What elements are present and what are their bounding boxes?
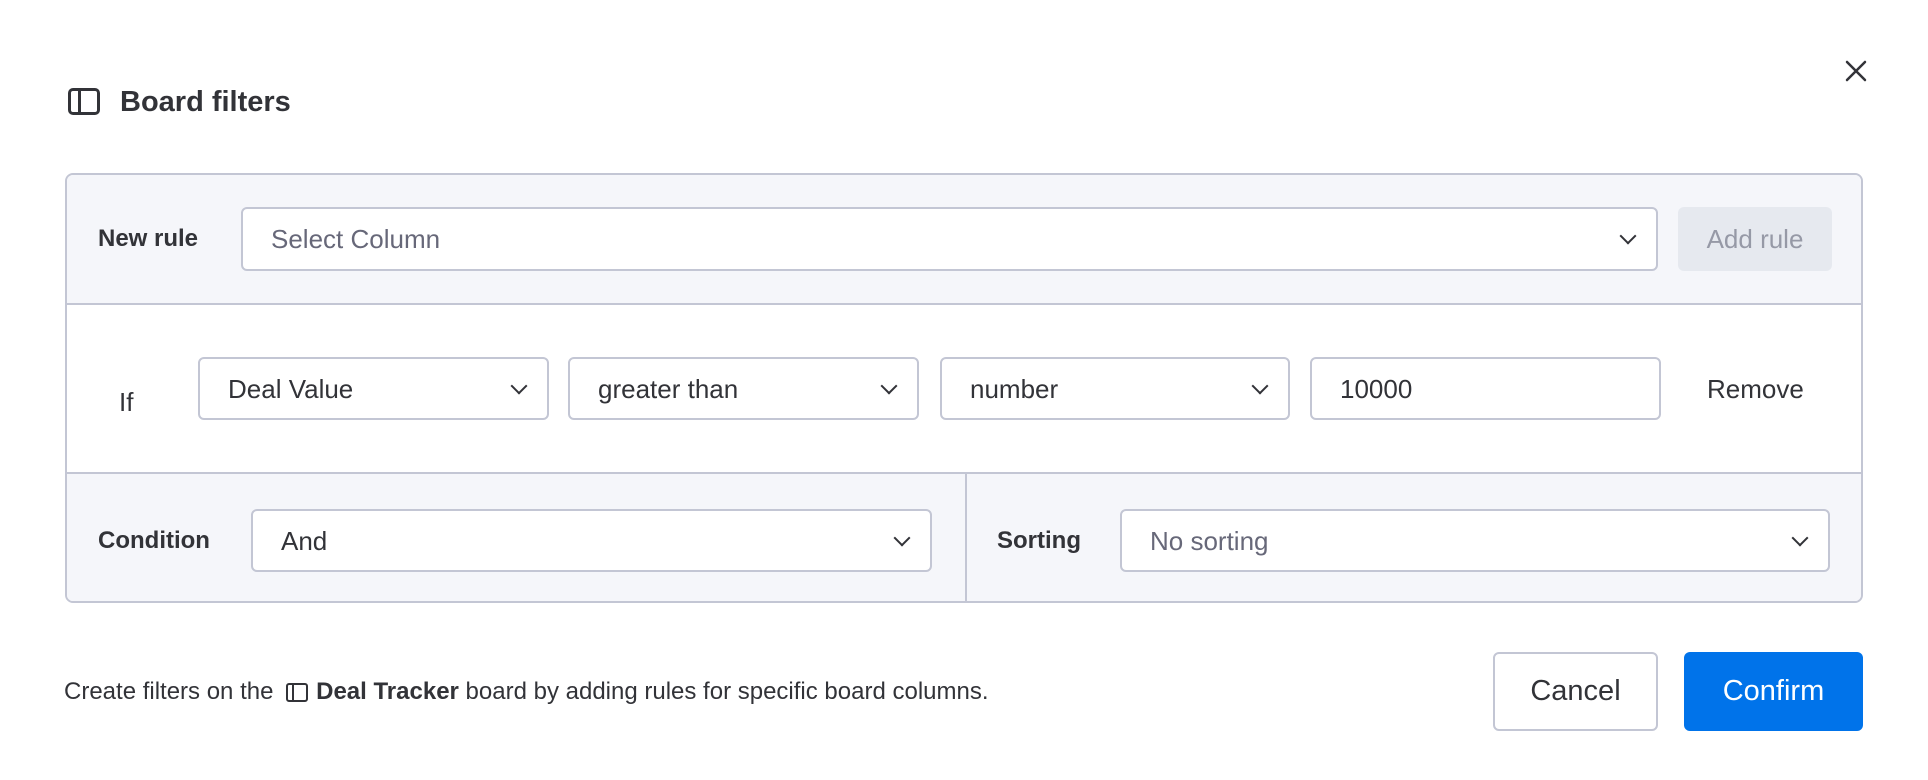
chevron-down-icon: [893, 529, 911, 546]
board-name: Deal Tracker: [316, 678, 459, 705]
close-icon: [1845, 60, 1867, 82]
sorting-dropdown[interactable]: No sorting: [1120, 509, 1830, 572]
chevron-down-icon: [880, 377, 898, 394]
rule-operator-value: greater than: [598, 373, 739, 404]
sorting-value: No sorting: [1150, 525, 1269, 556]
condition-label: Condition: [98, 527, 210, 554]
new-rule-label: New rule: [98, 225, 199, 252]
chevron-down-icon: [1791, 529, 1809, 546]
rule-if-label: If: [119, 387, 134, 417]
board-icon: [68, 88, 100, 115]
select-column-placeholder: Select Column: [271, 224, 441, 254]
chevron-down-icon: [510, 377, 528, 394]
rule-value-type-value: number: [970, 373, 1059, 404]
cancel-button[interactable]: Cancel: [1493, 652, 1658, 731]
new-rule-row: New rule Select Column Add rule: [67, 175, 1861, 305]
sorting-label: Sorting: [997, 527, 1081, 554]
footer-description: Create filters on the Deal Tracker board…: [64, 677, 989, 707]
divider: [965, 474, 967, 601]
condition-dropdown[interactable]: And: [251, 509, 932, 572]
add-rule-button[interactable]: Add rule: [1678, 207, 1832, 271]
filters-panel: New rule Select Column Add rule If Deal …: [65, 173, 1863, 603]
rule-value-text: 10000: [1340, 373, 1413, 404]
rule-column-dropdown[interactable]: Deal Value: [198, 357, 549, 420]
condition-sorting-row: Condition And Sorting No sorting: [67, 472, 1861, 601]
rule-operator-dropdown[interactable]: greater than: [568, 357, 919, 420]
board-icon: [286, 682, 309, 702]
rule-value-input[interactable]: 10000: [1310, 357, 1661, 420]
condition-value: And: [281, 525, 328, 556]
select-column-dropdown[interactable]: Select Column: [241, 207, 1658, 271]
chevron-down-icon: [1619, 227, 1637, 245]
remove-rule-button[interactable]: Remove: [1707, 374, 1804, 404]
close-button[interactable]: [1840, 55, 1872, 87]
rule-column-value: Deal Value: [228, 373, 354, 404]
rule-value-type-dropdown[interactable]: number: [940, 357, 1290, 420]
footer-text-after: board by adding rules for specific board…: [458, 678, 989, 705]
footer-text-before: Create filters on the: [64, 678, 281, 705]
confirm-button[interactable]: Confirm: [1684, 652, 1863, 731]
dialog-title: Board filters: [120, 86, 291, 118]
chevron-down-icon: [1251, 377, 1269, 394]
